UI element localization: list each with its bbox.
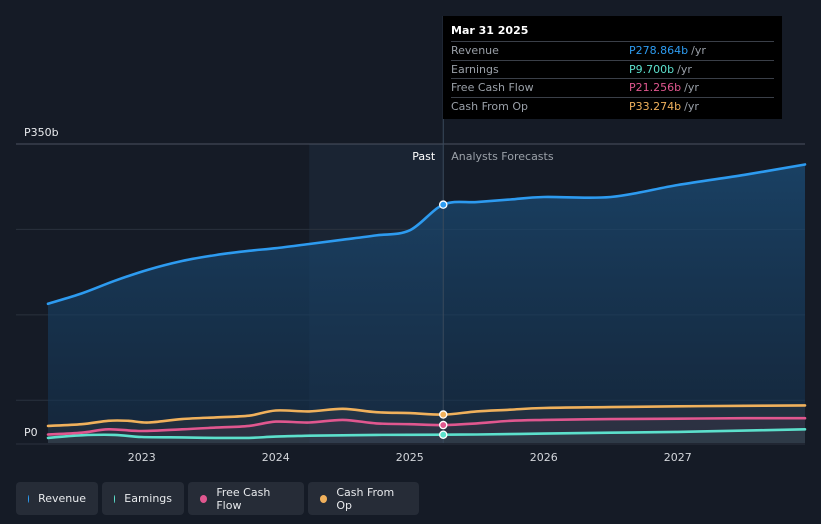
legend-label: Cash From Op — [336, 485, 395, 512]
revenue-dot-icon — [28, 494, 30, 503]
tooltip-label: Earnings — [451, 62, 499, 76]
free-cash-flow-dot-icon — [200, 494, 208, 503]
past-label: Past — [412, 150, 436, 163]
legend-item-cash-from-op[interactable]: Cash From Op — [308, 482, 419, 515]
legend-item-revenue[interactable]: Revenue — [16, 482, 98, 515]
earnings-line — [46, 428, 807, 440]
x-tick-label: 2025 — [396, 451, 424, 464]
tooltip-unit: /yr — [691, 44, 706, 57]
revenue-line — [46, 163, 807, 306]
legend: Revenue Earnings Free Cash Flow Cash Fro… — [16, 482, 419, 515]
x-tick-label: 2024 — [262, 451, 290, 464]
y-axis-max-label: P350b — [24, 126, 59, 139]
tooltip-label: Revenue — [451, 44, 499, 57]
x-tick-label: 2027 — [664, 451, 692, 464]
tooltip-unit: /yr — [684, 81, 699, 94]
tooltip-value: P21.256b — [629, 81, 682, 94]
legend-label: Earnings — [124, 492, 172, 505]
tooltip-unit: /yr — [684, 99, 699, 113]
tooltip-label: Cash From Op — [451, 99, 529, 113]
tooltip-row-free-cash-flow: Free Cash Flow P21.256b /yr — [451, 78, 774, 97]
tooltip-row-cash-from-op: Cash From Op P33.274b /yr — [451, 96, 774, 116]
legend-label: Revenue — [38, 492, 86, 505]
tooltip-row-earnings: Earnings P9.700b /yr — [451, 59, 774, 79]
cash-from-op-dot-icon — [320, 494, 328, 503]
free-cash-flow-marker[interactable] — [438, 420, 448, 430]
revenue-area — [48, 164, 805, 443]
tooltip-row-revenue: Revenue P278.864b /yr — [451, 41, 774, 60]
tooltip-label: Free Cash Flow — [451, 81, 534, 94]
earnings-marker[interactable] — [438, 430, 448, 439]
cash-from-op-marker[interactable] — [438, 410, 448, 419]
revenue-marker[interactable] — [438, 200, 448, 209]
earnings-dot-icon — [114, 494, 116, 503]
legend-label: Free Cash Flow — [216, 485, 271, 512]
tooltip-unit: /yr — [677, 62, 692, 76]
tooltip-value: P9.700b — [629, 62, 675, 76]
cash-from-op-line — [46, 404, 807, 428]
legend-item-free-cash-flow[interactable]: Free Cash Flow — [188, 482, 304, 515]
legend-item-earnings[interactable]: Earnings — [102, 482, 184, 515]
x-tick-label: 2023 — [128, 451, 156, 464]
data-tooltip: Mar 31 2025 Revenue P278.864b /yr Earnin… — [443, 16, 782, 119]
x-axis: 2023 2024 2025 2026 2027 — [128, 451, 692, 464]
free-cash-flow-line — [46, 416, 807, 436]
y-axis-min-label: P0 — [24, 426, 38, 439]
forecast-label: Analysts Forecasts — [451, 150, 554, 163]
tooltip-value: P33.274b — [629, 99, 682, 113]
tooltip-date: Mar 31 2025 — [451, 24, 529, 37]
x-tick-label: 2026 — [530, 451, 558, 464]
tooltip-value: P278.864b — [629, 44, 689, 57]
